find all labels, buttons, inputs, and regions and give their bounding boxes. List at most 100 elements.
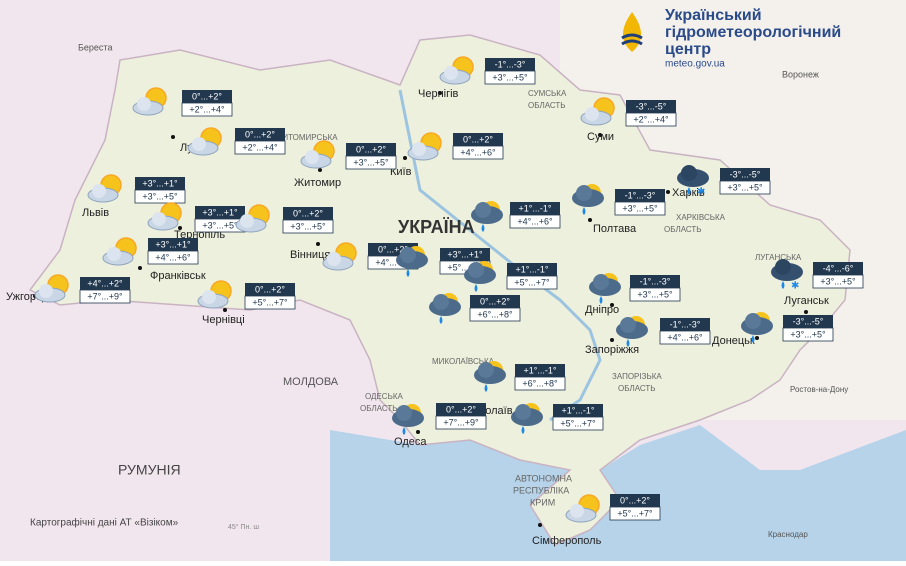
- region-label: Краснодар: [768, 530, 808, 539]
- cloud: [107, 247, 121, 261]
- day-temp: +3°...+5°: [492, 72, 528, 82]
- region-label: ОБЛАСТЬ: [528, 101, 566, 110]
- weather-icon: [87, 174, 122, 203]
- city-name: Житомир: [294, 177, 341, 189]
- day-box: [609, 506, 661, 521]
- day-box: [79, 289, 131, 304]
- title-line: Український: [665, 7, 762, 24]
- weather-icon: [565, 494, 600, 523]
- day-box: [614, 201, 666, 216]
- day-temp: +4°...+6°: [460, 147, 496, 157]
- region-label: ОБЛАСТЬ: [618, 384, 656, 393]
- cloud: [400, 247, 416, 263]
- weather-icon: [616, 316, 648, 347]
- night-temp: -3°...-5°: [636, 101, 667, 111]
- day-box: [506, 275, 558, 290]
- night-temp: 0°...+2°: [620, 495, 650, 505]
- region-label: ЗАПОРІЗЬКА: [612, 372, 662, 381]
- city-dot: [171, 135, 175, 139]
- day-box: [552, 416, 604, 431]
- region-label: МОЛДОВА: [283, 376, 339, 388]
- drop: [439, 316, 443, 324]
- weather-icon: [102, 237, 137, 266]
- city-dot: [538, 523, 542, 527]
- city-dot: [438, 91, 442, 95]
- night-box: [235, 128, 285, 141]
- drop: [484, 384, 488, 392]
- day-temp: +2°...+4°: [633, 114, 669, 124]
- city-name: Суми: [587, 131, 614, 143]
- night-box: [813, 262, 863, 275]
- city-dot: [598, 133, 602, 137]
- night-temp: -3°...-5°: [793, 316, 824, 326]
- weather-icon: [147, 202, 182, 231]
- day-box: [134, 189, 186, 204]
- city-dot: [804, 310, 808, 314]
- city-dot: [588, 218, 592, 222]
- day-temp: +3°...+5°: [637, 289, 673, 299]
- header: Український гідрометеорологічний центр m…: [621, 7, 841, 70]
- city-dot: [755, 336, 759, 340]
- night-box: [485, 58, 535, 71]
- cloud: [305, 150, 319, 164]
- night-box: [783, 315, 833, 328]
- night-box: [553, 404, 603, 417]
- night-temp: +4°...+2°: [87, 278, 123, 288]
- region-label: МИКОЛАЇВСЬКА: [432, 357, 495, 366]
- weather-icon: [197, 280, 232, 309]
- black-sea: [330, 425, 906, 561]
- day-temp: +7°...+9°: [87, 291, 123, 301]
- cloud: [39, 284, 53, 298]
- day-temp: +4°...+6°: [155, 252, 191, 262]
- logo: [621, 12, 643, 52]
- weather-icon: [474, 361, 506, 392]
- weather-icon: [396, 246, 428, 277]
- day-temp: +2°...+4°: [189, 104, 225, 114]
- region-label: КРИМ: [530, 497, 555, 507]
- night-box: [135, 177, 185, 190]
- cloud: [137, 97, 151, 111]
- region-label: РЕСПУБЛІКА: [513, 485, 569, 495]
- region-label: ОБЛАСТЬ: [360, 404, 398, 413]
- day-temp: +3°...+5°: [202, 220, 238, 230]
- drop: [599, 296, 603, 304]
- region-label: ХАРКІВСЬКА: [676, 213, 726, 222]
- day-box: [659, 330, 711, 345]
- night-temp: -1°...-3°: [625, 190, 656, 200]
- weather-icon: [511, 403, 543, 434]
- city-dot: [610, 303, 614, 307]
- night-box: [346, 143, 396, 156]
- night-box: [626, 100, 676, 113]
- cloud: [576, 185, 592, 201]
- day-temp: +5°...+7°: [560, 418, 596, 428]
- day-box: [484, 70, 536, 85]
- cloud: [570, 504, 584, 518]
- night-temp: 0°...+2°: [192, 91, 222, 101]
- day-temp: +5°...+7°: [617, 508, 653, 518]
- day-temp: +5°...+7°: [252, 297, 288, 307]
- cloud: [92, 184, 106, 198]
- drop: [402, 427, 406, 435]
- drop: [521, 426, 525, 434]
- night-box: [80, 277, 130, 290]
- drop: [687, 187, 691, 195]
- city-name: Львів: [82, 207, 109, 219]
- night-box: [245, 283, 295, 296]
- night-temp: +1°...-1°: [519, 203, 552, 213]
- weather-icon: [407, 132, 442, 161]
- region-label: 45° Пн. ш: [228, 523, 259, 531]
- night-box: [283, 207, 333, 220]
- weather-icon: [34, 274, 69, 303]
- region-label: УКРАЇНА: [398, 217, 475, 237]
- weather-icon: [464, 261, 496, 292]
- night-temp: +1°...-1°: [562, 405, 595, 415]
- night-temp: 0°...+2°: [245, 129, 275, 139]
- weather-icon: [572, 184, 604, 215]
- day-temp: +5°...+7°: [514, 277, 550, 287]
- city-name: Дніпро: [585, 304, 619, 316]
- cloud: [444, 66, 458, 80]
- night-box: [148, 238, 198, 251]
- region-label: ЛУГАНСЬКА: [755, 253, 802, 262]
- night-temp: +3°...+1°: [155, 239, 191, 249]
- night-temp: +1°...-1°: [516, 264, 549, 274]
